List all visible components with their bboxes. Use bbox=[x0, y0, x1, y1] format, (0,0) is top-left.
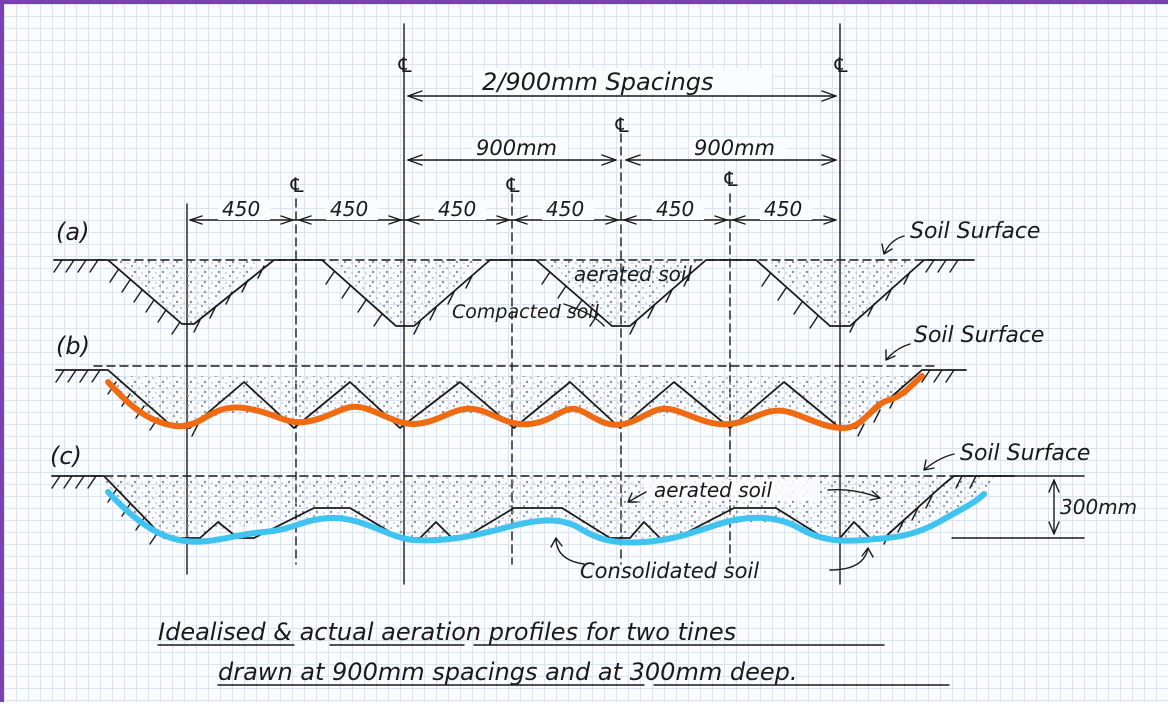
cl-symbol-2: ℄ bbox=[832, 53, 850, 77]
aerated-pointer-left bbox=[627, 491, 647, 503]
spacing-total-label: 2/900mm Spacings bbox=[482, 68, 714, 96]
profile-b-actual-line bbox=[105, 373, 925, 431]
consolidated-soil-label: Consolidated soil bbox=[580, 559, 759, 583]
caption: Idealised & actual aeration profiles for… bbox=[157, 618, 950, 686]
cl-symbol-5: ℄ bbox=[504, 173, 522, 197]
aerated-soil-c-label: aerated soil bbox=[654, 478, 772, 502]
aerated-soil-a-label: aerated soil bbox=[574, 262, 692, 286]
cl-symbol-1: ℄ bbox=[396, 53, 414, 77]
consolidated-pointer-right bbox=[829, 547, 874, 571]
label-bg bbox=[690, 138, 788, 158]
label-bg bbox=[644, 480, 820, 500]
profile-a-label: (a) bbox=[56, 218, 89, 246]
depth-label: 300mm bbox=[1060, 495, 1137, 519]
half-spacing-3: 450 bbox=[438, 197, 476, 221]
depth-dimension: 300mm bbox=[951, 475, 1137, 539]
cl-symbol-6: ℄ bbox=[722, 167, 740, 191]
soil-surface-a-annotation: Soil Surface bbox=[881, 219, 1040, 255]
profile-b: (b) bbox=[55, 332, 967, 437]
half-spacing-labels: 450 450 450 450 450 450 bbox=[218, 197, 812, 221]
soil-surface-c-label: Soil Surface bbox=[960, 441, 1090, 466]
caption-line-2: drawn at 900mm spacings and at 300mm dee… bbox=[218, 658, 797, 686]
half-spacing-5: 450 bbox=[656, 197, 694, 221]
half-spacing-4: 450 bbox=[546, 197, 584, 221]
label-bg bbox=[472, 138, 568, 158]
compacted-pointer bbox=[563, 303, 605, 327]
spacing-900-right-label: 900mm bbox=[694, 136, 775, 160]
soil-surface-b-label: Soil Surface bbox=[914, 323, 1044, 348]
centerline-symbols: ℄ ℄ ℄ ℄ ℄ ℄ bbox=[288, 53, 850, 197]
profile-c: (c) bbox=[50, 442, 1015, 546]
profile-c-actual-line bbox=[105, 489, 987, 546]
dimension-lines bbox=[189, 90, 837, 225]
aerated-pointer-right bbox=[827, 488, 881, 501]
cl-symbol-3: ℄ bbox=[613, 113, 631, 137]
half-spacing-2: 450 bbox=[330, 197, 368, 221]
profile-b-label: (b) bbox=[56, 332, 90, 360]
aeration-diagram: ℄ ℄ ℄ ℄ ℄ ℄ 2/900mm Spacings 900mm 900mm… bbox=[50, 23, 1137, 686]
label-bg bbox=[474, 68, 772, 94]
compacted-soil-label: Compacted soil bbox=[452, 301, 600, 323]
soil-surface-c-annotation: Soil Surface bbox=[923, 441, 1090, 471]
soil-surface-a-label: Soil Surface bbox=[910, 219, 1040, 244]
consolidated-pointer-left bbox=[550, 537, 585, 565]
caption-line-1: Idealised & actual aeration profiles for… bbox=[158, 618, 736, 646]
profile-a: (a) bbox=[53, 218, 975, 335]
half-spacing-1: 450 bbox=[222, 197, 260, 221]
cl-symbol-4: ℄ bbox=[288, 173, 306, 197]
profile-c-label: (c) bbox=[50, 442, 82, 470]
half-spacing-6: 450 bbox=[764, 197, 802, 221]
spacing-900-left-label: 900mm bbox=[476, 136, 557, 160]
soil-surface-b-annotation: Soil Surface bbox=[885, 323, 1044, 361]
